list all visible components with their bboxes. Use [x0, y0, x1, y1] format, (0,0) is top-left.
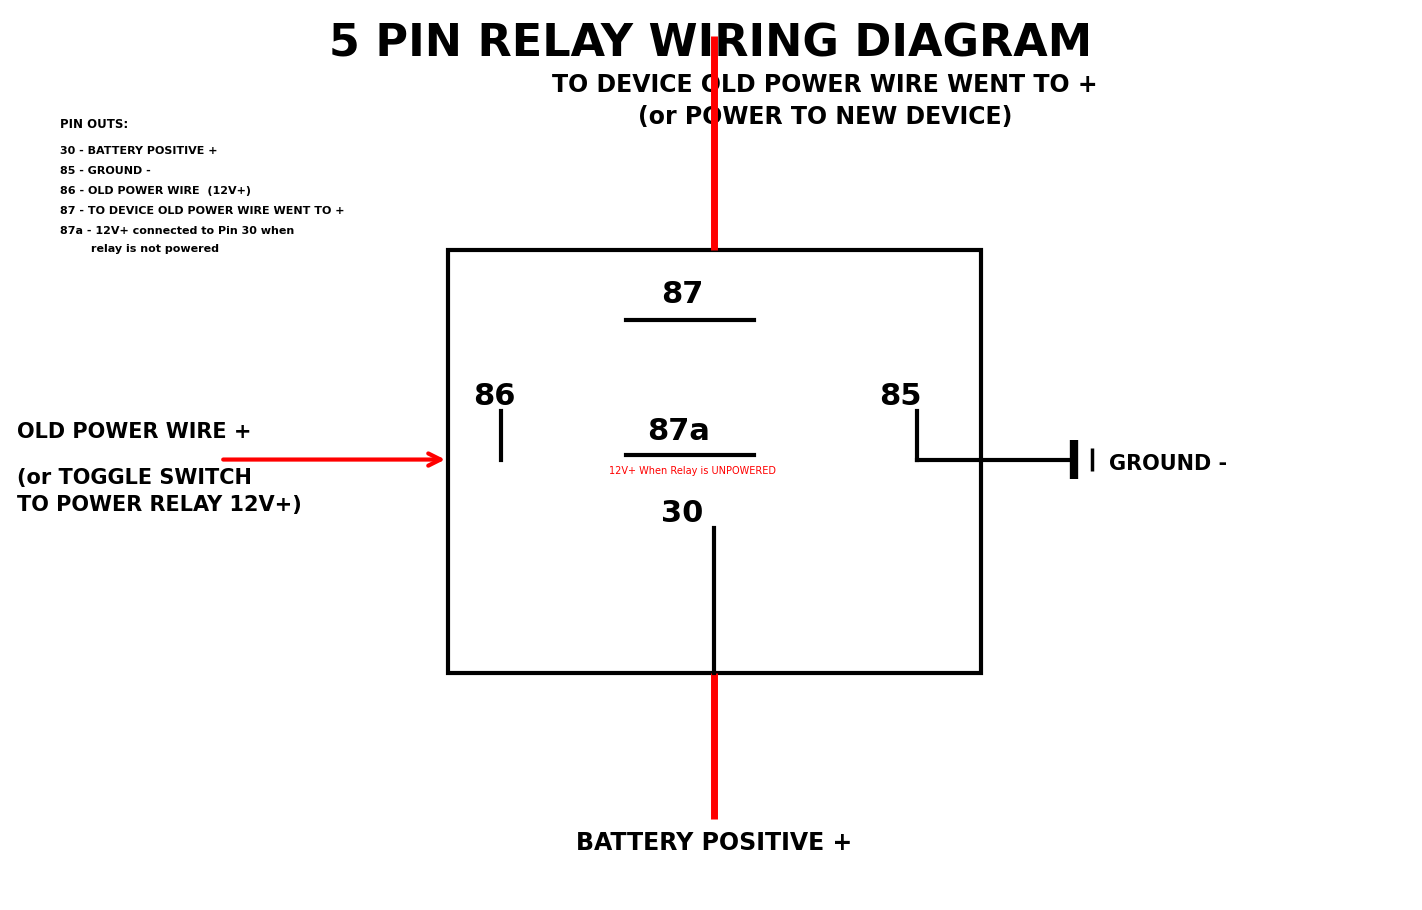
Bar [448, 250, 981, 673]
Text: 85 - GROUND -: 85 - GROUND - [60, 166, 151, 176]
Text: 86: 86 [474, 382, 516, 411]
Text: 87a: 87a [647, 417, 710, 446]
Text: (or POWER TO NEW DEVICE): (or POWER TO NEW DEVICE) [637, 105, 1012, 128]
Text: 86 - OLD POWER WIRE  (12V+): 86 - OLD POWER WIRE (12V+) [60, 186, 250, 196]
Text: 87 - TO DEVICE OLD POWER WIRE WENT TO +: 87 - TO DEVICE OLD POWER WIRE WENT TO + [60, 206, 344, 216]
Text: GROUND -: GROUND - [1109, 454, 1227, 474]
Text: TO DEVICE OLD POWER WIRE WENT TO +: TO DEVICE OLD POWER WIRE WENT TO + [552, 73, 1098, 96]
Text: 5 PIN RELAY WIRING DIAGRAM: 5 PIN RELAY WIRING DIAGRAM [330, 23, 1092, 66]
Text: 87: 87 [661, 280, 704, 309]
Text: 30 - BATTERY POSITIVE +: 30 - BATTERY POSITIVE + [60, 146, 218, 156]
Text: 30: 30 [661, 499, 704, 528]
Text: 85: 85 [879, 382, 921, 411]
Text: 87a - 12V+ connected to Pin 30 when: 87a - 12V+ connected to Pin 30 when [60, 226, 294, 236]
Text: TO POWER RELAY 12V+): TO POWER RELAY 12V+) [17, 495, 301, 515]
Text: (or TOGGLE SWITCH: (or TOGGLE SWITCH [17, 468, 252, 488]
Text: OLD POWER WIRE +: OLD POWER WIRE + [17, 422, 252, 442]
Text: relay is not powered: relay is not powered [60, 244, 219, 254]
Text: 12V+ When Relay is UNPOWERED: 12V+ When Relay is UNPOWERED [609, 466, 776, 476]
Text: PIN OUTS:: PIN OUTS: [60, 118, 128, 131]
Text: BATTERY POSITIVE +: BATTERY POSITIVE + [576, 832, 852, 855]
